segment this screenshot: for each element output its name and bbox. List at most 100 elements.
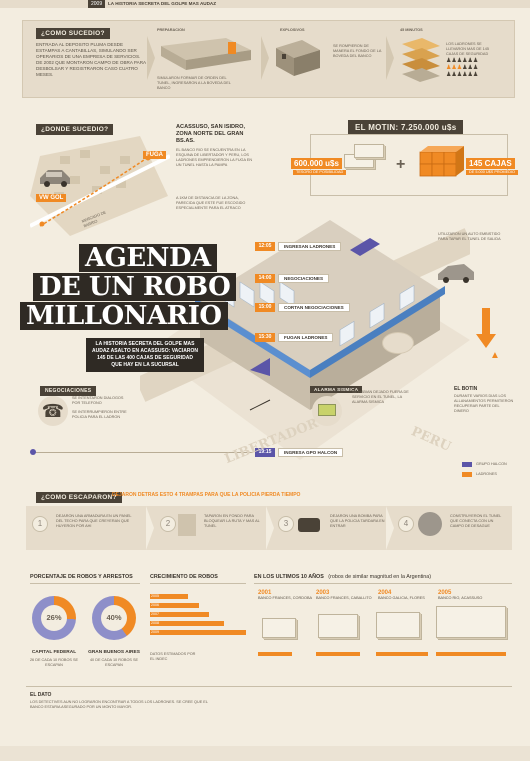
escape-step-text: DEJARON UNA BOMBA PARA QUE LA POLICIA TA… — [330, 514, 385, 528]
car-icon — [438, 264, 474, 283]
legend-halcon-label: GRUPO HALCON — [476, 462, 507, 466]
case-year: 2004 — [378, 590, 392, 596]
porcentaje-title: PORCENTAJE DE ROBOS Y ARRESTOS — [30, 574, 133, 580]
title-line-3: MILLONARIO — [20, 302, 228, 330]
motin-cajas: 145 CAJAS — [466, 158, 515, 169]
car-icon — [40, 170, 70, 187]
vw-label: VW GOL — [36, 194, 67, 202]
step-arrow — [266, 506, 274, 550]
timeline-label: FUGAN LADRONES — [278, 333, 334, 342]
timeline-time: 19:15 — [255, 448, 275, 457]
case-name: BANCO FRANCES, CABALLITO — [316, 596, 372, 600]
donde-text-2: A 1KM DE DISTANCIA DE LA ZONA, PARECIDA … — [176, 196, 246, 210]
step-arrow — [146, 506, 154, 550]
timeline-time: 15:30 — [255, 333, 275, 342]
como-tag: ¿COMO SUCEDIO? — [36, 28, 110, 39]
title-line-1: AGENDA — [79, 244, 217, 272]
como-text: ENTRADA AL DEPOSITO PLUMA DESDE ESTAMPAS… — [36, 42, 146, 77]
tunnel-detail-icon — [382, 332, 414, 354]
porcentaje-rule — [30, 583, 140, 584]
footer-bottom-bar — [0, 746, 530, 761]
money-stack-case-2 — [318, 614, 358, 638]
case-year: 2005 — [438, 590, 452, 596]
negociaciones-tag: NEGOCIACIONES — [40, 386, 97, 396]
timeline-dot — [30, 449, 36, 455]
motin-amount-sub: TESORO DE POSIBILIDAD — [293, 170, 347, 175]
botin-tag: EL BOTIN — [454, 386, 478, 392]
case-bar — [258, 652, 292, 656]
growth-bar: 2005 — [150, 594, 188, 599]
timeline-label: INGRESA GPO HALCON — [278, 448, 344, 457]
money-stack-case-4 — [436, 606, 506, 638]
escape-tag: ¿COMO ESCAPARON? — [36, 492, 122, 503]
fuga-label: FUGA — [143, 151, 166, 159]
escape-step-number: 1 — [32, 516, 48, 532]
timeline-entry: 15:00 CORTAN NEGOCIACIONES — [255, 303, 350, 312]
case-item: 2005 BANCO RIO, ACASSUSO — [438, 590, 508, 600]
escape-step-number: 2 — [160, 516, 176, 532]
alarm-device — [318, 404, 336, 416]
case-name: BANCO RIO, ACASSUSO — [438, 596, 483, 600]
donut-gba: 40% — [92, 596, 136, 640]
escape-step-text: CONSTRUYERON EL TUNEL QUE CONECTA CON UN… — [450, 514, 502, 528]
title-description: LA HISTORIA SECRETA DEL GOLPE MAS AUDAZ … — [86, 338, 204, 372]
title-line-2: DE UN ROBO — [33, 273, 237, 301]
donut-gba-value: 40% — [101, 605, 127, 631]
motin-cajas-sub: DE 5.000 u$s PROMEDIO — [466, 170, 519, 175]
step-arrow — [147, 36, 155, 80]
escape-step-number: 4 — [398, 516, 414, 532]
growth-bar-year: 2006 — [151, 603, 159, 607]
timeline-label: CORTAN NEGOCIACIONES — [278, 303, 350, 312]
botin-text: DURANTE VARIOS DIAS LOS ALLANAMIENTOS PE… — [454, 394, 514, 413]
timeline-time: 12:05 — [255, 242, 275, 251]
timeline-line — [33, 452, 253, 453]
auto-note: UTILIZARON UN AUTO EMBISTIDO PARA TAPAR … — [438, 232, 501, 241]
growth-bar: 2007 — [150, 612, 209, 617]
growth-bar: 2009 — [150, 630, 246, 635]
valve-icon — [418, 512, 442, 536]
ultimos-rule — [254, 583, 512, 584]
header-badge: 2009 — [88, 0, 106, 8]
donut-gba-label: GRAN BUENOS AIRES — [88, 650, 140, 655]
growth-bar-year: 2009 — [151, 630, 159, 634]
growth-bar: 2008 — [150, 621, 224, 626]
motin-title: EL MOTIN: 7.250.000 u$s — [348, 120, 464, 135]
crecimiento-note: DATOS ESTIMADOS POR EL INDEC — [150, 652, 196, 661]
trap-box-icon — [178, 514, 196, 536]
donde-text-1: EL BANCO RIO SE ENCUENTRA EN LA ESQUINA … — [176, 148, 253, 167]
timeline-time: 15:00 — [255, 303, 275, 312]
escape-step-number: 3 — [278, 516, 294, 532]
header-subtitle: LA HISTORIA SECRETA DEL GOLPE MAS AUDAZ — [108, 1, 217, 6]
plus-sign: + — [396, 156, 406, 173]
money-stack-case-1 — [262, 618, 296, 638]
timeline-entry: 19:15 INGRESA GPO HALCON — [255, 448, 344, 457]
escape-step-text: TAPARON EN FONDO PARA BLOQUEAR LA RUTA Y… — [204, 514, 260, 528]
step-arrow — [386, 506, 394, 550]
step-label: EXPLOSIVOS — [280, 28, 305, 32]
legend-ladrones-label: LADRONES — [476, 472, 497, 476]
arrow-down-icon — [476, 308, 496, 348]
footer-rule — [26, 686, 512, 687]
escape-step-text: DEJARON UNA ARMADURA EN UN PANEL DEL TEC… — [56, 514, 132, 528]
escape-intro: DEJARON DETRAS ESTO 4 TRAMPAS PARA QUE L… — [112, 492, 301, 498]
step-arrow — [261, 36, 269, 80]
growth-bar-year: 2008 — [151, 621, 159, 625]
crecimiento-title: CRECIMIENTO DE ROBOS — [150, 574, 218, 580]
step-text: SE ROMPIERON DE MANERA EL FONDO DE LA BO… — [333, 44, 382, 58]
ultimos-title: EN LOS ULTIMOS 10 AÑOS (robos de similar… — [254, 574, 431, 580]
donut-capital-label: CAPITAL FEDERAL — [31, 650, 77, 655]
negociaciones-text-2: SE INTERRUMPIERON ENTRE POLICIA PARA EL … — [72, 410, 127, 419]
case-bar — [376, 652, 428, 656]
case-name: BANCO GALICIA, FLORES — [378, 596, 425, 600]
case-name: BANCO FRANCES, CORDOBA — [258, 596, 313, 600]
case-year: 2001 — [258, 590, 272, 596]
case-year: 2003 — [316, 590, 330, 596]
layers-illustration — [402, 38, 440, 82]
timeline-entry: 14:00 NEGOCIACIONES — [255, 274, 330, 283]
growth-bar-year: 2005 — [151, 594, 159, 598]
donut-gba-sub: 40 DE CADA 10 ROBOS SE ESCAPAN — [89, 658, 139, 667]
case-item: 2003 BANCO FRANCES, CABALLITO — [316, 590, 376, 600]
tunnel-illustration — [161, 38, 251, 70]
case-item: 2001 BANCO FRANCES, CORDOBA — [258, 590, 318, 600]
step-label: 45 MINUTOS — [400, 28, 423, 32]
